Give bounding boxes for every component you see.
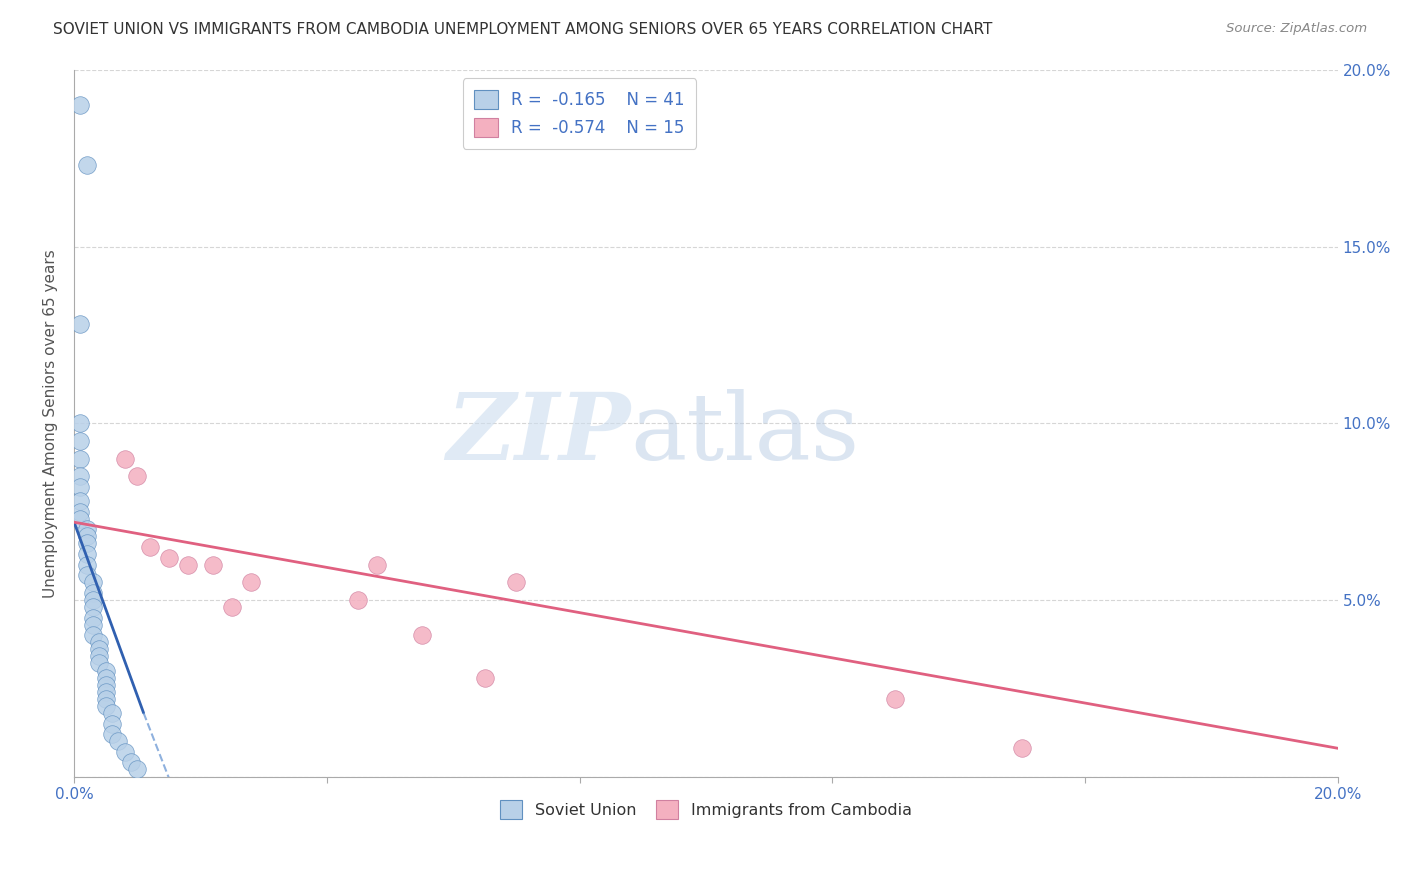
Point xyxy=(69,494,91,508)
Point xyxy=(505,575,527,590)
Point xyxy=(120,756,142,770)
Point xyxy=(94,671,117,685)
Point xyxy=(89,649,111,664)
Point xyxy=(366,558,388,572)
Point xyxy=(94,684,117,698)
Point xyxy=(884,691,907,706)
Point xyxy=(69,434,91,448)
Point xyxy=(76,547,98,561)
Point xyxy=(157,550,180,565)
Point xyxy=(76,529,98,543)
Point xyxy=(69,469,91,483)
Point xyxy=(1011,741,1033,756)
Point xyxy=(69,417,91,431)
Point xyxy=(69,318,91,332)
Point xyxy=(89,635,111,649)
Point xyxy=(76,158,98,172)
Text: SOVIET UNION VS IMMIGRANTS FROM CAMBODIA UNEMPLOYMENT AMONG SENIORS OVER 65 YEAR: SOVIET UNION VS IMMIGRANTS FROM CAMBODIA… xyxy=(53,22,993,37)
Point xyxy=(177,558,200,572)
Point xyxy=(82,610,104,624)
Point xyxy=(94,664,117,678)
Point xyxy=(347,593,370,607)
Point xyxy=(101,716,124,731)
Point xyxy=(69,505,91,519)
Text: Source: ZipAtlas.com: Source: ZipAtlas.com xyxy=(1226,22,1367,36)
Point xyxy=(101,727,124,741)
Point xyxy=(69,98,91,112)
Point xyxy=(139,540,162,554)
Point xyxy=(101,706,124,720)
Point xyxy=(82,628,104,642)
Y-axis label: Unemployment Among Seniors over 65 years: Unemployment Among Seniors over 65 years xyxy=(44,249,58,598)
Point xyxy=(69,451,91,466)
Point xyxy=(114,451,136,466)
Point xyxy=(82,593,104,607)
Point xyxy=(76,558,98,572)
Point xyxy=(94,698,117,713)
Point xyxy=(76,522,98,536)
Point xyxy=(127,763,149,777)
Point xyxy=(82,599,104,614)
Point xyxy=(69,480,91,494)
Point xyxy=(82,586,104,600)
Point xyxy=(94,691,117,706)
Point xyxy=(89,642,111,657)
Point xyxy=(82,617,104,632)
Point xyxy=(411,628,433,642)
Text: ZIP: ZIP xyxy=(446,389,630,479)
Point xyxy=(76,536,98,550)
Point xyxy=(94,678,117,692)
Legend: Soviet Union, Immigrants from Cambodia: Soviet Union, Immigrants from Cambodia xyxy=(494,794,918,825)
Point xyxy=(76,568,98,582)
Point xyxy=(69,511,91,525)
Text: atlas: atlas xyxy=(630,389,859,479)
Point xyxy=(82,575,104,590)
Point xyxy=(221,599,243,614)
Point xyxy=(89,657,111,671)
Point xyxy=(107,734,129,748)
Point xyxy=(114,745,136,759)
Point xyxy=(127,469,149,483)
Point xyxy=(474,671,496,685)
Point xyxy=(202,558,225,572)
Point xyxy=(240,575,263,590)
